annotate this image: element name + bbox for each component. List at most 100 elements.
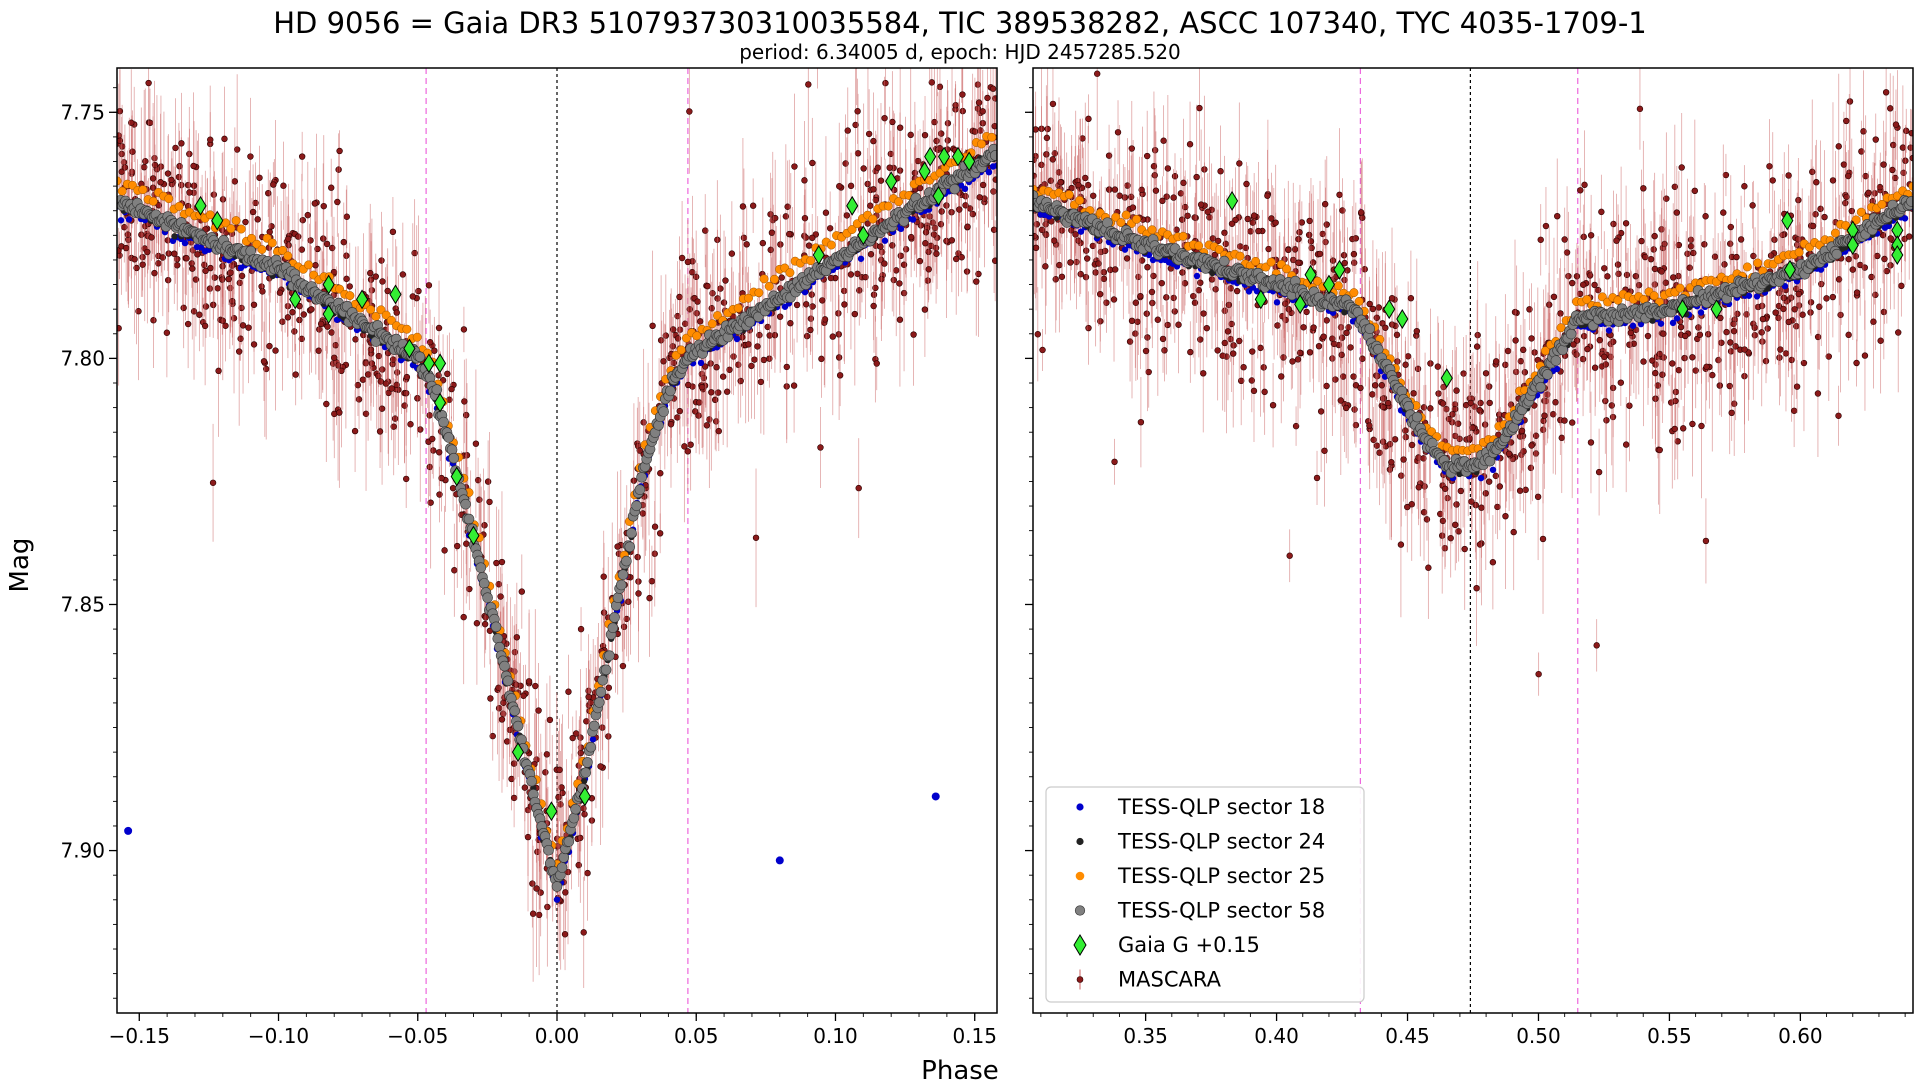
mascara-point [1719, 340, 1725, 346]
mascara-point [975, 106, 981, 112]
tess25-point [884, 202, 892, 210]
mascara-point [657, 470, 663, 476]
mascara-point [1520, 347, 1526, 353]
tess58-point [618, 570, 628, 580]
mascara-point [828, 275, 834, 281]
tess18-point [554, 896, 560, 902]
mascara-point [923, 229, 929, 235]
mascara-point [1770, 178, 1776, 184]
tess25-point [118, 187, 126, 195]
tess58-point [621, 556, 631, 566]
mascara-point [939, 209, 945, 215]
mascara-point [173, 145, 179, 151]
mascara-point [1146, 369, 1152, 375]
mascara-point [882, 115, 888, 121]
mascara-point [1343, 405, 1349, 411]
plot-area [112, 0, 1000, 1013]
mascara-point [934, 53, 940, 59]
mascara-point [1322, 201, 1328, 207]
mascara-point [720, 374, 726, 380]
mascara-point [1213, 286, 1219, 292]
mascara-point [1768, 253, 1774, 259]
mascara-point [164, 330, 170, 336]
mascara-point [379, 258, 385, 264]
tess58-point [483, 593, 493, 603]
mascara-point [980, 182, 986, 188]
tess58-point [635, 485, 645, 495]
mascara-point [818, 356, 824, 362]
mascara-point [772, 332, 778, 338]
mascara-point [1795, 197, 1801, 203]
mascara-point [1256, 228, 1262, 234]
mascara-point [1657, 351, 1663, 357]
mascara-point [1824, 295, 1830, 301]
mascara-point [953, 102, 959, 108]
mascara-point [1687, 265, 1693, 271]
tess25-point [770, 275, 778, 283]
mascara-point [1490, 559, 1496, 565]
mascara-point [160, 255, 166, 261]
mascara-point [392, 416, 398, 422]
mascara-point [461, 399, 467, 405]
mascara-point [529, 881, 535, 887]
tess25-point [760, 275, 768, 283]
mascara-point [686, 109, 692, 115]
mascara-point [1604, 417, 1610, 423]
tess25-point [765, 282, 773, 290]
tess58-point [557, 863, 567, 873]
mascara-point [1543, 223, 1549, 229]
mascara-point [636, 591, 642, 597]
tess58-point [559, 852, 569, 862]
mascara-point [786, 231, 792, 237]
mascara-point [1808, 299, 1814, 305]
mascara-point [442, 547, 448, 553]
mascara-point [1454, 502, 1460, 508]
mascara-point [474, 620, 480, 626]
mascara-point [809, 292, 815, 298]
mascara-point [344, 276, 350, 282]
mascara-point [888, 151, 894, 157]
tess58-point [552, 881, 562, 891]
mascara-point [699, 384, 705, 390]
mascara-point [1462, 546, 1468, 552]
tess25-point [413, 333, 421, 341]
mascara-point [1318, 409, 1324, 415]
tess18-point [590, 736, 596, 742]
mascara-point [210, 480, 216, 486]
mascara-point [1692, 188, 1698, 194]
mascara-point [1093, 270, 1099, 276]
gaia-point [435, 354, 446, 372]
mascara-point [1581, 333, 1587, 339]
mascara-point [323, 401, 329, 407]
mascara-point [761, 357, 767, 363]
mascara-point [1405, 353, 1411, 359]
mascara-point [586, 694, 592, 700]
mascara-point [365, 372, 371, 378]
mascara-point [308, 306, 314, 312]
mascara-point [753, 535, 759, 541]
mascara-point [493, 560, 499, 566]
mascara-point [390, 357, 396, 363]
mascara-point [855, 150, 861, 156]
mascara-point [498, 594, 504, 600]
mascara-point [848, 272, 854, 278]
mascara-point [158, 179, 164, 185]
mascara-point [1330, 258, 1336, 264]
mascara-point [544, 904, 550, 910]
x-tick-label: 0.05 [674, 1024, 719, 1048]
mascara-point [1648, 256, 1654, 262]
mascara-point [990, 86, 996, 92]
tess58-point [625, 542, 635, 552]
mascara-point [898, 253, 904, 259]
mascara-point [777, 314, 783, 320]
tess25-point [346, 291, 354, 299]
mascara-point [1162, 347, 1168, 353]
mascara-point [265, 190, 271, 196]
mascara-point [1345, 267, 1351, 273]
mascara-point [1362, 266, 1368, 272]
mascara-point [187, 190, 193, 196]
tess18-point [910, 216, 916, 222]
mascara-point [1582, 182, 1588, 188]
mascara-point [525, 834, 531, 840]
mascara-point [1705, 331, 1711, 337]
